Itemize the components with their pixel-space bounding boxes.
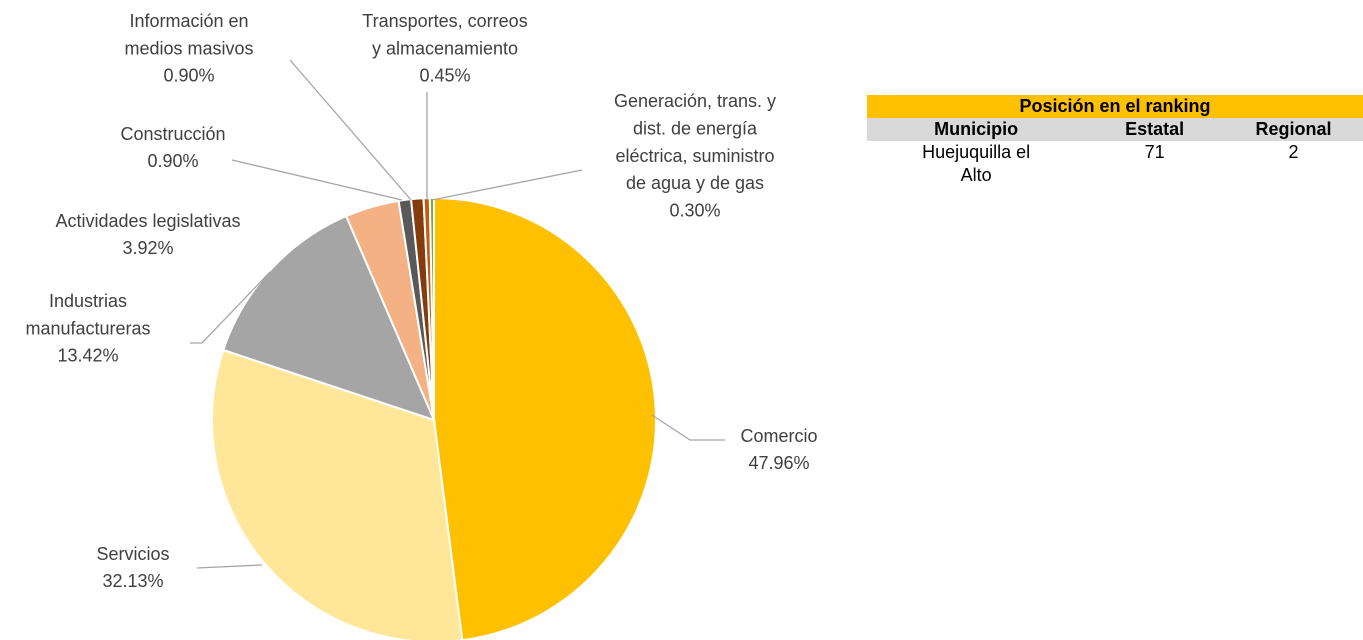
slice-value-label: 0.30% [669, 200, 720, 220]
slice-label: Transportes, correos y almacenamiento [362, 11, 527, 58]
slice-label: Servicios [96, 544, 169, 564]
slice-label: Generación, trans. y dist. de energía eléc… [614, 91, 776, 193]
cell: 71 [1144, 142, 1165, 162]
cell: Huejuquilla el Alto [922, 142, 1031, 185]
slice-label: Actividades legislativas [55, 211, 240, 231]
slice-value-label: 47.96% [748, 453, 809, 473]
slice-value-label: 3.92% [122, 238, 173, 258]
header-cell: Municipio [867, 118, 1086, 141]
pie-slice [222, 214, 436, 422]
slice-value-label: 13.42% [57, 346, 118, 366]
header-cell: Estatal [1085, 118, 1225, 141]
header-cell: Regional [1224, 118, 1363, 141]
table-title: Posición en el ranking [867, 95, 1363, 118]
slice-label: Construcción [120, 124, 225, 144]
leader-line [196, 564, 263, 569]
slice-value-label: 32.13% [102, 571, 163, 591]
cell: 2 [1288, 142, 1299, 162]
ranking-table: Posición en el ranking Municipio Estatal… [867, 95, 1363, 187]
slice-label: Industrias manufactureras [25, 291, 150, 338]
slice-label: Comercio [740, 426, 817, 446]
leader-line [231, 159, 403, 201]
slice-value-label: 0.45% [419, 66, 470, 86]
slice-label: Información en medios masivos [124, 11, 253, 58]
leader-line [190, 271, 271, 344]
pie-slice [433, 196, 657, 640]
slice-value-label: 0.90% [163, 66, 214, 86]
leader-line [651, 414, 725, 441]
pie-slice [428, 196, 435, 421]
slice-value-label: 0.90% [147, 151, 198, 171]
leader-line [289, 59, 412, 201]
leader-line [431, 169, 583, 201]
chart: Comercio 47.96% Servicios 32.13% Industrias m… [25, 11, 818, 640]
